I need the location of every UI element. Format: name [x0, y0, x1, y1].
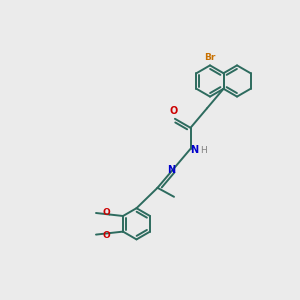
Text: N: N [167, 165, 175, 175]
Text: Br: Br [204, 53, 216, 62]
Text: N: N [190, 145, 199, 155]
Text: O: O [102, 231, 110, 240]
Text: H: H [200, 146, 206, 155]
Text: O: O [102, 208, 110, 217]
Text: O: O [169, 106, 178, 116]
